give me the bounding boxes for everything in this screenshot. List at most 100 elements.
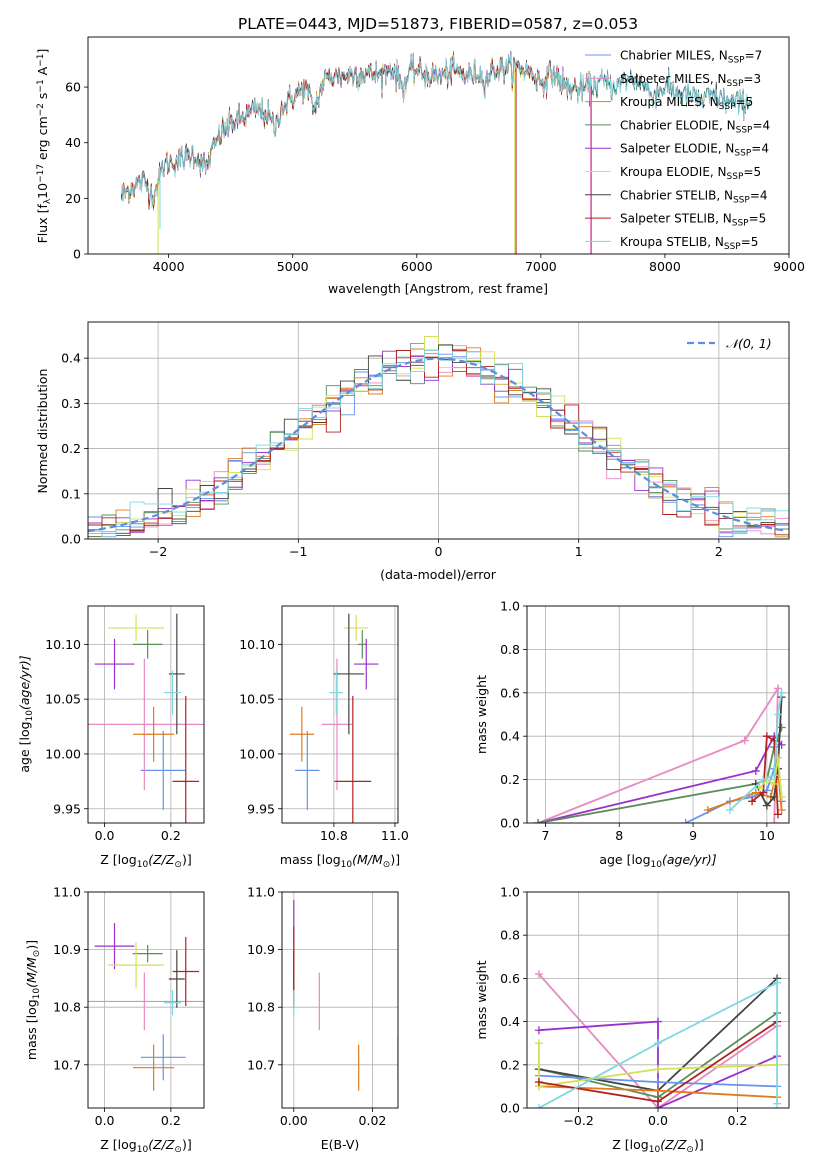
weight-marker: [534, 1039, 543, 1048]
y-tick-label: 0.6: [500, 971, 520, 986]
weight-marker: [725, 805, 734, 814]
weight-marker: [654, 1097, 662, 1106]
label-part: =4: [751, 142, 769, 156]
label-part: Z [log: [100, 852, 136, 867]
label-part: )]: [390, 852, 400, 867]
weight-marker: [755, 784, 764, 793]
label-part: (age/yr)]: [662, 852, 717, 867]
x-tick-label: 8000: [649, 259, 681, 274]
y-axis-label: mass [log10(M/M⊙)]: [24, 940, 42, 1060]
label-part: Chabrier MILES, N: [620, 49, 728, 63]
grid: [282, 891, 398, 1108]
legend-entry: Kroupa ELODIE, NSSP=5: [620, 165, 761, 182]
x-tick-label: 5000: [277, 259, 309, 274]
y-axis-label: Normed distribution: [35, 369, 50, 494]
grid: [527, 605, 789, 824]
spectrum-line: [121, 50, 591, 210]
weight-line: [538, 981, 778, 1108]
label-part: Flux [f: [35, 204, 50, 244]
weight-marker: [777, 805, 786, 814]
label-part: (Z/Z: [148, 1137, 175, 1152]
y-tick-label: 0.4: [500, 1014, 520, 1029]
label-part: =5: [741, 235, 759, 249]
y-tick-label: 0.2: [61, 441, 81, 456]
grid: [282, 606, 398, 823]
label-part: SSP: [732, 219, 749, 229]
y-tick-label: 10.10: [45, 637, 81, 652]
grid: [88, 606, 204, 823]
label-part: )]: [24, 940, 39, 950]
x-axis-label: Z [log10(Z/Z⊙)]: [612, 1137, 703, 1155]
x-tick-label: 9: [689, 828, 697, 843]
weight-line: [538, 973, 778, 1108]
x-axis-label: E(B-V): [321, 1137, 360, 1152]
y-tick-label: 0.0: [500, 816, 520, 831]
y-tick-label: 0.8: [500, 642, 520, 657]
weight-marker: [748, 797, 757, 806]
label-part: −1: [36, 54, 46, 67]
x-axis-label: mass [log10(M/M⊙)]: [280, 852, 400, 870]
label-part: erg cm: [35, 116, 50, 164]
legend-entry: Salpeter MILES, NSSP=3: [620, 72, 761, 89]
label-part: 10: [649, 1145, 661, 1155]
label-part: (Z/Z: [660, 1137, 687, 1152]
label-part: Kroupa ELODIE, N: [620, 165, 727, 179]
weight-marker: [740, 736, 749, 745]
weight-marker: [534, 1026, 543, 1035]
weight-marker: [777, 688, 786, 697]
y-tick-label: 10.10: [239, 637, 275, 652]
age-mass-axes: 10.8 11.0 9.95 10.00 10.05 10.10 mass [log10(M…: [239, 605, 409, 870]
label-part: ⊙: [174, 860, 182, 870]
label-part: −17: [36, 164, 46, 183]
axes-frame: [281, 605, 399, 824]
label-part: (M/M: [352, 852, 383, 867]
legend-entry: Chabrier ELODIE, NSSP=4: [620, 118, 770, 135]
y-axis-label: mass weight: [474, 960, 489, 1039]
weight-line: [538, 1043, 778, 1088]
axes-frame: [526, 891, 790, 1109]
label-part: ⊙: [32, 950, 42, 958]
y-tick-label: 10.8: [247, 1000, 275, 1015]
weight-marker: [759, 775, 768, 784]
x-tick-label: 0.0: [95, 828, 115, 843]
label-part: A: [35, 66, 50, 79]
label-part: SSP: [727, 172, 744, 182]
weight-marker: [770, 779, 779, 788]
label-part: Chabrier STELIB, N: [620, 188, 733, 202]
y-tick-label: 1.0: [500, 599, 520, 614]
y-tick-label: 0.3: [61, 396, 81, 411]
plot-area: [121, 50, 752, 254]
label-part: 10: [25, 710, 35, 722]
spectrum-axes: 4000 5000 6000 7000 8000 9000 0 20 40 60 wavelengt…: [35, 36, 805, 296]
weight-marker: [534, 1078, 543, 1087]
label-part: ⊙: [686, 1145, 694, 1155]
label-part: mass [log: [280, 852, 341, 867]
label-part: Salpeter MILES, N: [620, 72, 727, 86]
y-tick-label: 0.1: [61, 486, 81, 501]
label-part: λ: [43, 198, 53, 204]
residuals-axes: −2 −1 0 1 2 0.0 0.1 0.2 0.3 0.4 𝒩(0, 1) (data-model…: [35, 321, 790, 582]
label-part: (Z/Z: [148, 852, 175, 867]
figure-title: PLATE=0443, MJD=51873, FIBERID=0587, z=0…: [238, 15, 638, 33]
label-part: =3: [743, 72, 761, 86]
label-part: =5: [743, 165, 761, 179]
y-tick-label: 0.8: [500, 928, 520, 943]
y-tick-label: 20: [65, 191, 81, 206]
plot-area: [534, 684, 786, 823]
x-tick-label: 6000: [401, 259, 433, 274]
mass-z-axes: 0.0 0.210.710.810.911.0Z [log10(Z/Z⊙)]mas…: [24, 885, 205, 1155]
y-tick-label: 10.05: [45, 692, 81, 707]
axes-frame: [87, 605, 205, 824]
label-part: Kroupa MILES, N: [620, 95, 719, 109]
x-axis-label: age [log10(age/yr)]: [599, 852, 716, 870]
label-part: Salpeter STELIB, N: [620, 212, 732, 226]
axes-frame: [87, 36, 790, 255]
x-tick-label: 0.00: [280, 1113, 308, 1128]
mass-ebv-axes: 0.00 0.02 10.7 10.8 10.9 11.0 E(B-V): [247, 885, 399, 1152]
axes-frame: [87, 321, 790, 540]
y-tick-label: 0: [73, 247, 81, 262]
x-tick-label: 0.2: [161, 828, 181, 843]
y-tick-label: 10.9: [247, 942, 275, 957]
